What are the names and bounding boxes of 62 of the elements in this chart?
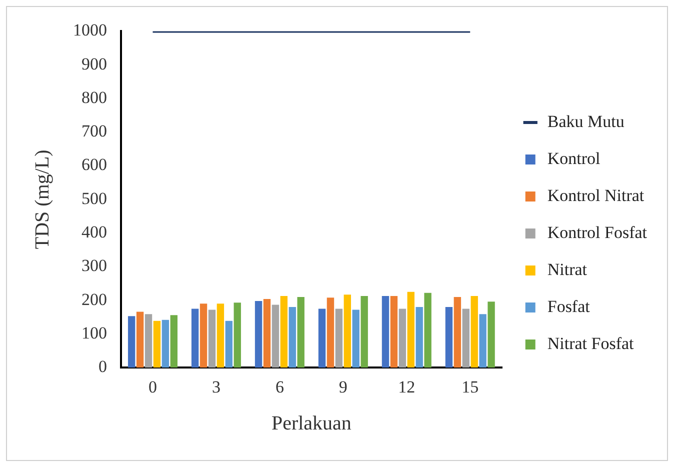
y-tick-label: 1000 <box>73 20 107 40</box>
bar <box>144 314 152 368</box>
x-tick-label: 0 <box>148 377 157 396</box>
bar <box>136 312 144 368</box>
y-tick-label: 200 <box>82 290 107 309</box>
y-axis-title: TDS (mg/L) <box>31 150 54 250</box>
x-axis-title: Perlakuan <box>271 412 352 434</box>
bar <box>416 307 423 368</box>
y-tick-label: 700 <box>82 122 107 141</box>
bar <box>234 302 241 368</box>
bar <box>280 296 288 368</box>
bar <box>170 315 178 368</box>
bar <box>318 308 326 368</box>
x-tick-label: 15 <box>462 377 479 396</box>
bar <box>128 316 136 368</box>
bar <box>488 302 495 368</box>
legend-label: Fosfat <box>547 296 590 316</box>
y-tick-label: 0 <box>98 357 107 376</box>
y-tick-label: 400 <box>82 222 107 242</box>
bar <box>216 304 224 368</box>
bar <box>382 296 390 368</box>
y-tick-label: 600 <box>82 155 107 174</box>
bar <box>208 310 216 368</box>
y-tick-label: 300 <box>82 256 107 276</box>
legend-label: Kontrol Fosfat <box>547 222 648 242</box>
legend-label: Kontrol <box>547 148 601 168</box>
bar <box>162 320 170 368</box>
bar <box>297 296 304 368</box>
bar <box>326 298 334 368</box>
bar <box>462 308 470 368</box>
x-tick-label: 12 <box>398 377 416 396</box>
bar <box>454 296 462 368</box>
bar <box>272 304 280 368</box>
legend-label: Nitrat <box>547 260 588 279</box>
bar <box>424 292 432 368</box>
bar <box>360 296 368 368</box>
bar <box>344 294 351 368</box>
y-tick-label: 800 <box>82 88 107 107</box>
bar <box>470 296 478 368</box>
bar <box>191 308 199 368</box>
y-tick-label: 500 <box>82 188 107 208</box>
bar <box>407 292 414 368</box>
x-tick-label: 6 <box>275 377 284 396</box>
bar <box>225 320 233 368</box>
bar <box>352 310 360 368</box>
bar <box>254 300 262 368</box>
bar <box>390 296 398 368</box>
legend-label: Kontrol Nitrat <box>547 186 644 205</box>
legend-label: Nitrat Fosfat <box>547 334 634 353</box>
legend-label: Baku Mutu <box>547 112 625 131</box>
bar <box>153 320 161 368</box>
bar <box>335 308 343 368</box>
x-tick-label: 3 <box>212 377 220 396</box>
bar <box>200 304 208 368</box>
bar <box>263 298 271 368</box>
y-tick-label: 900 <box>82 54 107 74</box>
bar <box>398 308 406 368</box>
bar <box>288 307 296 368</box>
bar <box>479 314 486 368</box>
bar <box>445 307 453 368</box>
x-tick-label: 9 <box>338 377 348 396</box>
y-tick-label: 100 <box>82 323 107 342</box>
